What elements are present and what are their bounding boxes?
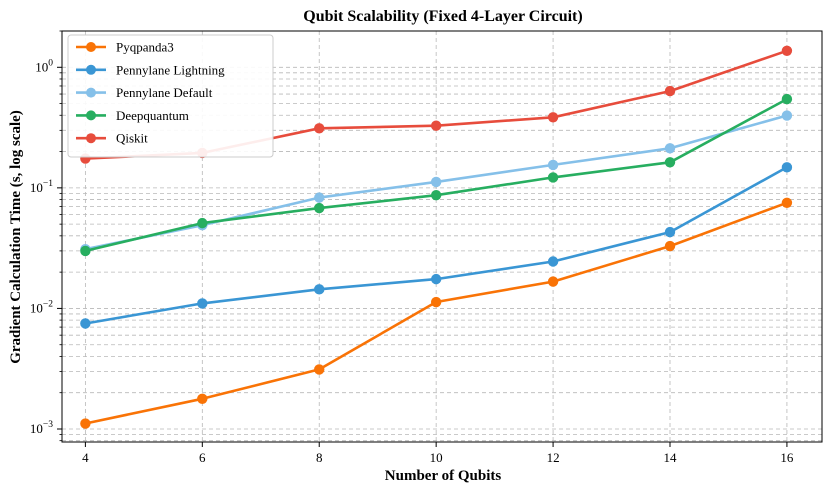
legend-label: Pennylane Default [116, 85, 213, 100]
x-axis: 4 6 8 10 12 14 16 [82, 442, 794, 465]
data-point-pyqpanda3 [547, 276, 559, 287]
data-point-pyqpanda3 [430, 296, 442, 308]
legend-box [67, 34, 274, 158]
data-point-pennylane-default [430, 176, 442, 188]
data-point-pennylane-default [314, 192, 325, 203]
data-point-pennylane-default [781, 110, 793, 121]
data-point-qiskit [314, 123, 325, 134]
x-tick-label: 6 [199, 450, 206, 465]
legend: Pyqpanda3 Pennylane Lightning Pennylane De… [67, 34, 274, 158]
data-point-pennylane-lightning [547, 256, 559, 267]
data-point-pyqpanda3 [664, 240, 676, 252]
data-point-qiskit [781, 45, 793, 57]
legend-marker [86, 42, 96, 52]
x-tick-label: 8 [316, 450, 323, 465]
legend-label: Pennylane Lightning [116, 62, 225, 77]
data-point-pennylane-lightning [80, 318, 91, 329]
plot-frame [61, 30, 823, 443]
data-point-pyqpanda3 [80, 418, 91, 429]
series-deepquantum [80, 93, 793, 257]
y-axis: 10−3 10−2 10−1 100 [30, 30, 62, 442]
data-point-pennylane-default [547, 159, 559, 171]
legend-label: Qiskit [116, 131, 148, 146]
data-point-deepquantum [664, 157, 676, 168]
chart-title: Qubit Scalability (Fixed 4-Layer Circuit… [303, 8, 582, 25]
data-point-pennylane-lightning [314, 284, 325, 295]
data-point-deepquantum [80, 245, 91, 257]
data-point-qiskit [430, 120, 442, 131]
legend-marker [86, 133, 96, 144]
series-pyqpanda3 [80, 197, 793, 429]
legend-marker [86, 64, 96, 75]
data-point-pennylane-lightning [430, 273, 442, 285]
legend-label: Deepquantum [116, 108, 189, 123]
data-point-pennylane-default [664, 143, 676, 154]
data-point-deepquantum [430, 189, 442, 201]
y-tick-label: 10−1 [30, 179, 53, 195]
x-tick-label: 12 [547, 450, 560, 465]
data-point-qiskit [547, 112, 559, 123]
data-point-pennylane-lightning [664, 226, 676, 238]
x-axis-label: Number of Qubits [385, 468, 502, 484]
x-tick-label: 4 [82, 450, 89, 465]
data-point-deepquantum [197, 217, 208, 229]
x-tick-label: 14 [664, 450, 678, 465]
data-point-deepquantum [547, 172, 559, 183]
y-axis-label: Gradient Calculation Time (s, log scale) [8, 110, 24, 364]
x-tick-label: 16 [780, 450, 794, 465]
data-point-deepquantum [314, 202, 325, 214]
data-point-pennylane-lightning [781, 162, 793, 173]
legend-marker [86, 110, 96, 121]
legend-marker [86, 87, 96, 98]
series-pennylane-lightning [80, 162, 793, 329]
y-tick-label: 10−2 [30, 299, 53, 315]
x-tick-label: 10 [430, 450, 443, 465]
data-point-pyqpanda3 [197, 393, 208, 404]
y-tick-label: 10−3 [30, 420, 53, 436]
data-point-pennylane-lightning [197, 298, 208, 309]
data-point-qiskit [664, 85, 676, 97]
data-point-deepquantum [781, 93, 793, 105]
data-point-pyqpanda3 [781, 197, 793, 208]
y-tick-label: 100 [35, 58, 53, 74]
legend-label: Pyqpanda3 [116, 40, 174, 55]
data-point-pyqpanda3 [314, 364, 325, 375]
